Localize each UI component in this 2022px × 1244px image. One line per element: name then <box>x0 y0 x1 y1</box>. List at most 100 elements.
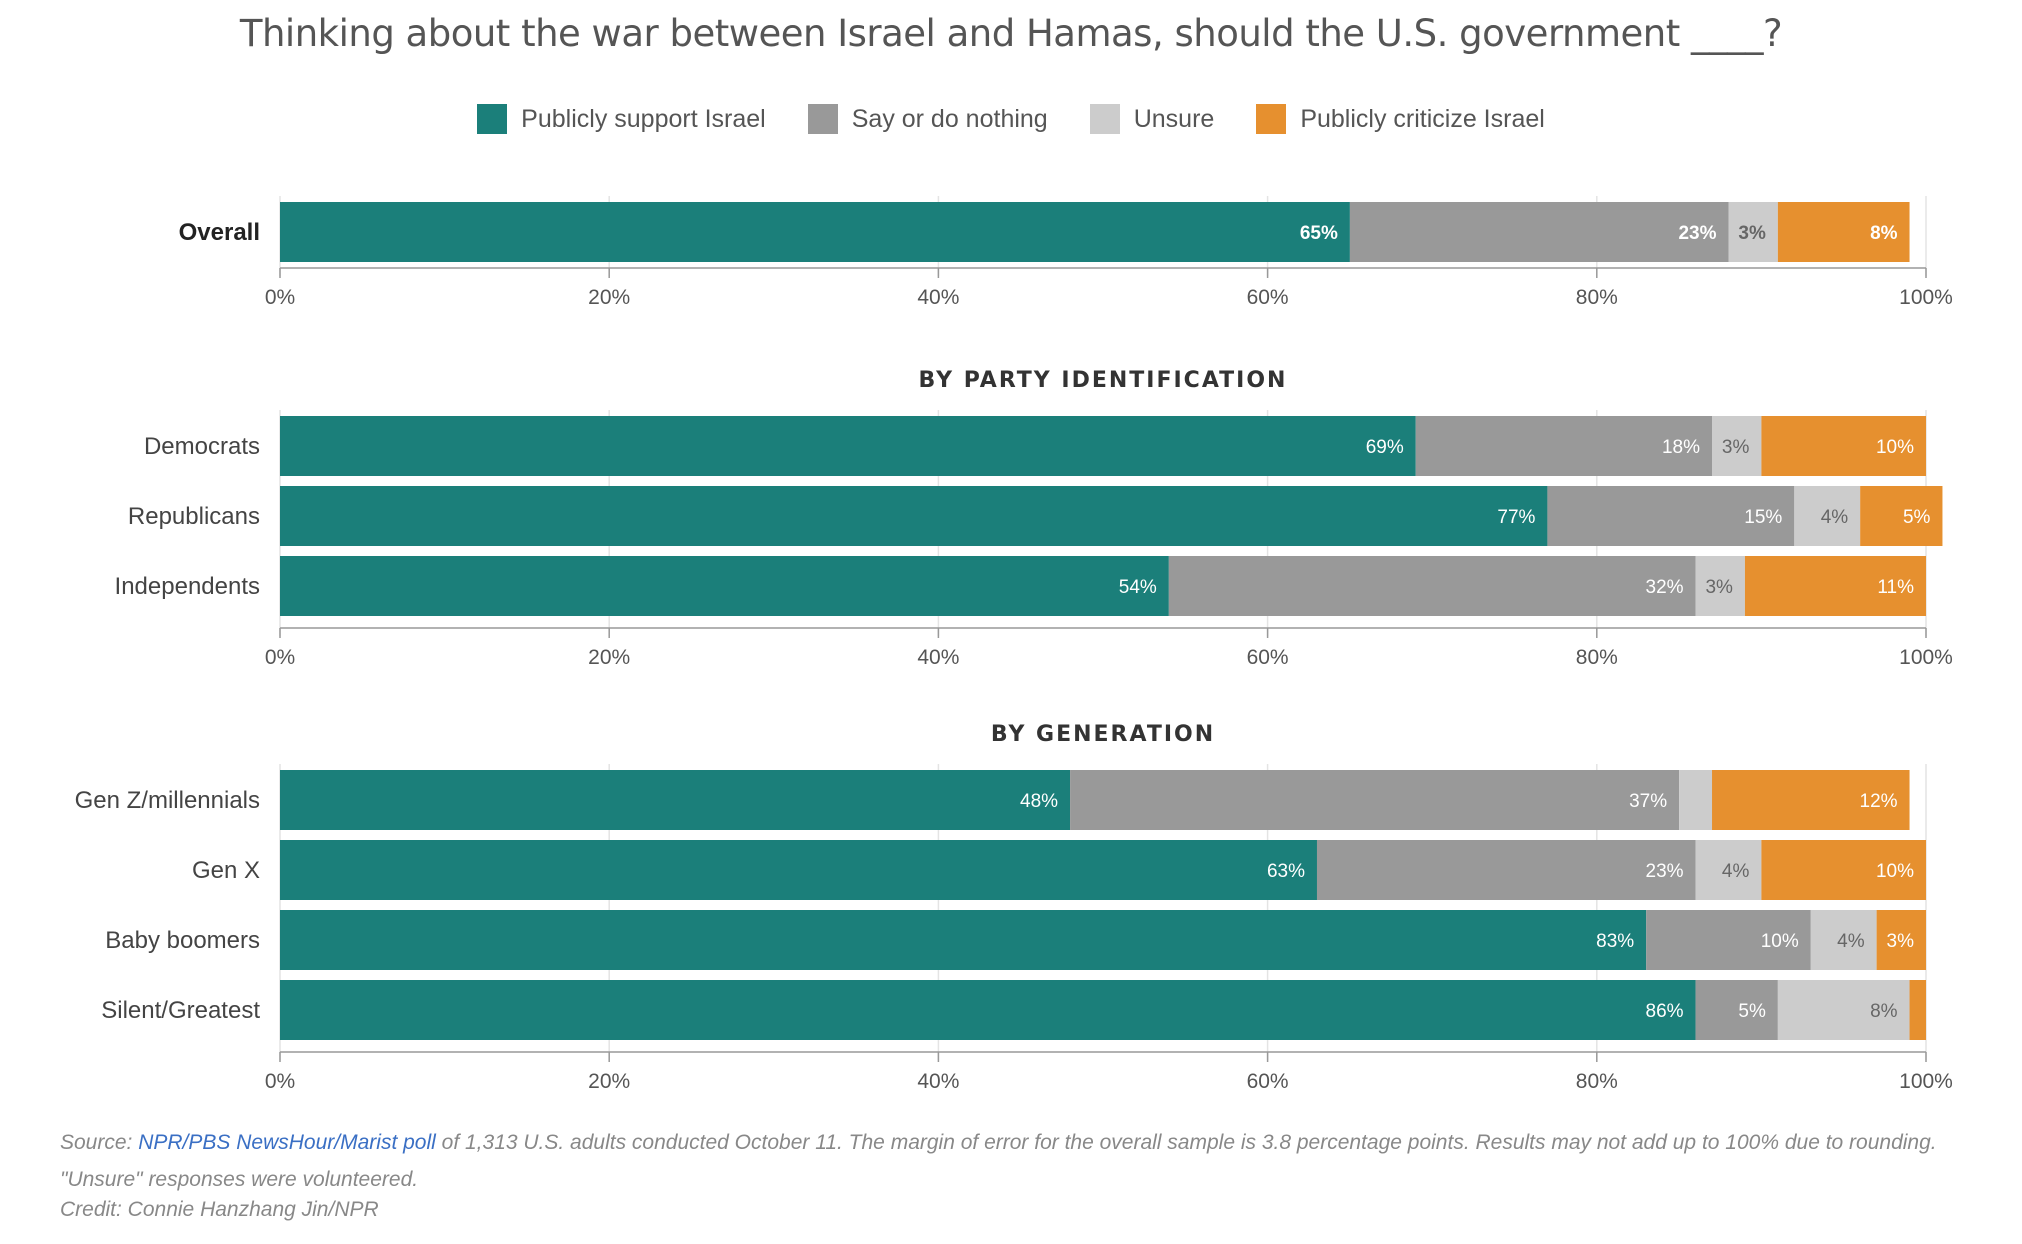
bar-segment <box>280 910 1647 970</box>
x-tick-label: 80% <box>1576 646 1618 669</box>
bar-segment <box>1777 980 1910 1040</box>
bar-segment <box>1777 202 1910 262</box>
bar-segment <box>1744 556 1926 616</box>
bar-segment <box>1070 770 1680 830</box>
bar-segment <box>280 202 1350 262</box>
data-label: 54% <box>1119 577 1157 598</box>
bar-segment <box>280 556 1169 616</box>
data-label: 69% <box>1366 437 1404 458</box>
bar-segment <box>280 416 1416 476</box>
x-tick-label: 20% <box>588 646 630 669</box>
data-label: 10% <box>1876 437 1914 458</box>
x-tick-label: 40% <box>917 286 959 309</box>
bar-segment <box>1646 910 1811 970</box>
data-label: 48% <box>1020 791 1058 812</box>
bar-segment <box>1695 980 1778 1040</box>
stacked-bar-chart: 0% 20% 40% 60% 80% 100% Overall 65% 23% 3% 8% 0% 20%… <box>75 196 1953 1093</box>
bar-segment <box>1761 416 1926 476</box>
data-label: 32% <box>1646 577 1684 598</box>
legend-swatch-unsure <box>1089 104 1120 134</box>
bar-segment <box>280 486 1548 546</box>
legend-label-unsure: Unsure <box>1133 104 1215 133</box>
data-label: 4% <box>1837 931 1865 952</box>
row-label: Gen X <box>192 857 260 884</box>
x-tick-label: 0% <box>265 646 295 669</box>
bar-segment <box>1168 556 1696 616</box>
legend-item-nothing: Say or do nothing <box>807 104 1048 134</box>
legend: Publicly support Israel Say or do nothin… <box>0 104 2022 134</box>
bar-segment <box>280 770 1071 830</box>
source-text: of 1,313 U.S. adults conducted October 1… <box>60 1131 1937 1191</box>
bar-segment <box>1547 486 1795 546</box>
data-label: 83% <box>1596 931 1634 952</box>
bar-segment <box>1794 486 1861 546</box>
data-label: 37% <box>1629 791 1667 812</box>
bar-segment <box>1695 840 1762 900</box>
row-label: Independents <box>115 573 260 600</box>
data-label: 3% <box>1738 223 1766 244</box>
source-link[interactable]: NPR/PBS NewsHour/Marist poll <box>138 1131 436 1154</box>
x-tick-label: 60% <box>1247 1070 1289 1093</box>
legend-swatch-nothing <box>807 104 838 134</box>
bar-segment <box>1876 910 1926 970</box>
data-label: 23% <box>1646 861 1684 882</box>
credit: Credit: Connie Hanzhang Jin/NPR <box>60 1198 379 1221</box>
bar-segment <box>1349 202 1729 262</box>
bar-segment <box>1810 910 1877 970</box>
data-label: 5% <box>1738 1001 1766 1022</box>
data-label: 63% <box>1267 861 1305 882</box>
legend-label-nothing: Say or do nothing <box>851 104 1048 133</box>
row-label: Republicans <box>128 503 260 530</box>
legend-item-unsure: Unsure <box>1089 104 1215 134</box>
section-title-party: BY PARTY IDENTIFICATION <box>918 368 1288 393</box>
data-label: 4% <box>1722 861 1750 882</box>
x-tick-label: 60% <box>1247 646 1289 669</box>
data-label: 23% <box>1678 223 1716 244</box>
data-label: 10% <box>1761 931 1799 952</box>
bar-segment <box>1415 416 1713 476</box>
legend-swatch-criticize <box>1256 104 1287 134</box>
data-label: 3% <box>1887 931 1915 952</box>
data-label: 65% <box>1300 223 1338 244</box>
data-label: 5% <box>1903 507 1931 528</box>
row-label: Gen Z/millennials <box>75 787 260 814</box>
x-tick-label: 0% <box>265 1070 295 1093</box>
legend-item-criticize: Publicly criticize Israel <box>1256 104 1545 134</box>
data-label: 15% <box>1744 507 1782 528</box>
bar-segment <box>1679 770 1713 830</box>
x-tick-label: 0% <box>265 286 295 309</box>
data-label: 77% <box>1497 507 1535 528</box>
legend-label-support: Publicly support Israel <box>521 104 766 133</box>
row-label: Baby boomers <box>105 927 260 954</box>
x-tick-label: 40% <box>917 646 959 669</box>
x-tick-label: 20% <box>588 1070 630 1093</box>
row-label: Silent/Greatest <box>101 997 260 1024</box>
bar-segment <box>280 980 1696 1040</box>
bar-segment <box>280 840 1317 900</box>
x-tick-label: 100% <box>1899 646 1953 669</box>
chart-title: Thinking about the war between Israel an… <box>239 12 1783 55</box>
data-label: 4% <box>1821 507 1849 528</box>
data-label: 8% <box>1870 223 1898 244</box>
data-label: 8% <box>1870 1001 1898 1022</box>
data-label: 3% <box>1705 577 1733 598</box>
source-note: Source: NPR/PBS NewsHour/Marist poll of … <box>60 1124 1960 1198</box>
bar-segment <box>1860 486 1943 546</box>
legend-item-support: Publicly support Israel <box>477 104 766 134</box>
section-title-generation: BY GENERATION <box>990 722 1216 747</box>
data-label: 12% <box>1860 791 1898 812</box>
bar-segment <box>1728 202 1778 262</box>
x-tick-label: 100% <box>1899 286 1953 309</box>
data-label: 3% <box>1722 437 1750 458</box>
data-label: 10% <box>1876 861 1914 882</box>
legend-label-criticize: Publicly criticize Israel <box>1300 104 1545 133</box>
bar-segment <box>1712 770 1910 830</box>
row-label: Overall <box>179 219 260 246</box>
data-label: 11% <box>1877 577 1914 598</box>
source-prefix: Source: <box>60 1131 139 1154</box>
bar-segment <box>1761 840 1926 900</box>
x-tick-label: 80% <box>1576 286 1618 309</box>
data-label: 86% <box>1646 1001 1684 1022</box>
bar-segment <box>1712 416 1762 476</box>
row-label: Democrats <box>144 433 260 460</box>
